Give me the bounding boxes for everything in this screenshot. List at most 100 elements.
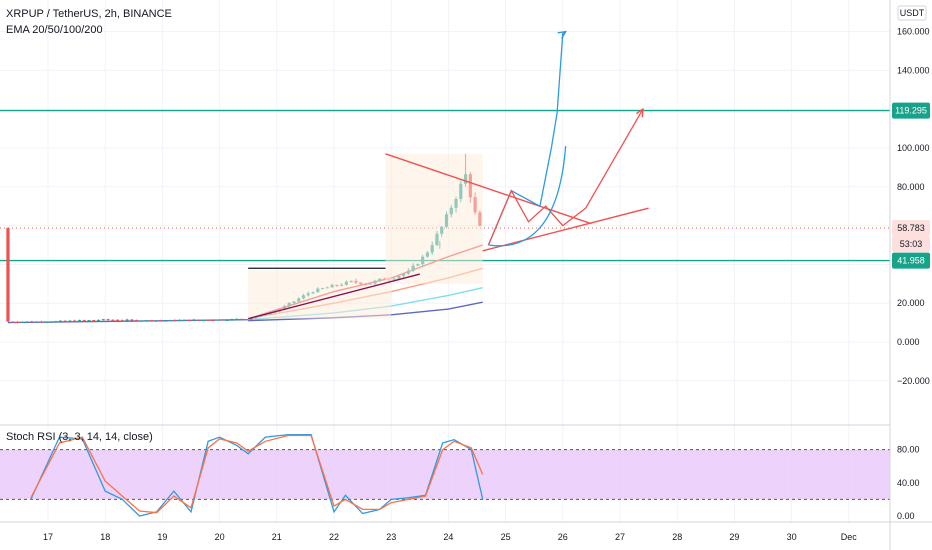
resistance-price-badge-bg (892, 102, 930, 119)
candle-body (144, 320, 148, 322)
x-tick-label: 23 (386, 532, 396, 542)
y-tick-label: 0.000 (897, 337, 920, 347)
candle-body (111, 319, 115, 321)
x-tick-label: 20 (215, 532, 225, 542)
candle-body (87, 320, 91, 322)
countdown-badge: 53:03 (900, 239, 923, 249)
candle-body (182, 319, 186, 321)
candle-body (92, 320, 96, 322)
candle-body (197, 319, 201, 321)
projection-arrowhead (635, 107, 644, 118)
candle-body (230, 318, 234, 321)
candle-body (44, 322, 48, 324)
stoch-rsi-legend[interactable]: Stoch RSI (3, 3, 14, 14, close) (6, 431, 153, 443)
candle-body (220, 319, 225, 321)
candle-body (20, 321, 24, 323)
candle-body (6, 227, 10, 322)
last-price-badge: 58.783 (897, 223, 925, 233)
candle-body (120, 320, 124, 322)
candle-body (106, 319, 110, 321)
candle-body (63, 320, 67, 322)
rsi-y-tick-label: 80.00 (897, 445, 920, 455)
candle-body (235, 318, 239, 320)
rsi-y-tick-label: 40.00 (897, 478, 920, 488)
x-tick-label: 19 (157, 532, 167, 542)
x-tick-label: 30 (787, 532, 797, 542)
candle-body (239, 318, 244, 320)
candle-body (73, 320, 77, 322)
triangle-line[interactable] (385, 153, 592, 225)
x-tick-label: 27 (615, 532, 625, 542)
candle-body (192, 319, 196, 321)
rsi-y-tick-label: 0.00 (897, 511, 915, 521)
candle-body (158, 320, 163, 322)
ema-legend[interactable]: EMA 20/50/100/200 (6, 24, 103, 36)
support-price-badge-bg (892, 252, 930, 269)
candle-body (49, 321, 53, 323)
candle-body (96, 320, 101, 322)
projection-path-blue[interactable] (487, 31, 567, 246)
candle-body (206, 319, 210, 321)
consolidation-zone (248, 270, 392, 319)
stoch-rsi-band (0, 449, 890, 500)
x-tick-label: 17 (43, 532, 53, 542)
y-tick-label: 20.000 (897, 298, 925, 308)
triangle-line[interactable] (482, 207, 649, 252)
candle-body (11, 321, 15, 323)
x-tick-label: 28 (672, 532, 682, 542)
candle-body (30, 321, 34, 323)
support-price-badge: 41.958 (897, 256, 925, 266)
triangle-zone (385, 153, 483, 284)
currency-label: USDT (900, 8, 925, 18)
x-tick-label: 25 (501, 532, 511, 542)
candle-body (101, 319, 105, 321)
candle-body (130, 319, 134, 321)
symbol-title: XRPUP / TetherUS, 2h, BINANCE (6, 8, 172, 20)
candle-body (54, 321, 58, 323)
resistance-price-badge: 119.295 (895, 106, 927, 116)
y-tick-label: 100.000 (897, 143, 930, 153)
last-price-badge-bg (892, 219, 930, 236)
y-tick-label: 80.000 (897, 182, 925, 192)
projection-path-red[interactable] (487, 108, 644, 246)
x-tick-label: 29 (729, 532, 739, 542)
candle-body (216, 319, 220, 321)
candle-body (173, 320, 177, 322)
candle-body (25, 321, 29, 323)
candle-body (125, 319, 129, 321)
x-tick-label: 21 (272, 532, 282, 542)
candle-body (154, 320, 158, 322)
candle-body (149, 320, 153, 322)
candle-body (168, 320, 172, 322)
x-tick-label: 22 (329, 532, 339, 542)
candle-body (244, 319, 248, 321)
candle-body (68, 320, 72, 322)
candle-body (177, 320, 182, 322)
candle-body (34, 321, 39, 323)
candle-body (15, 321, 20, 323)
candle-body (139, 320, 144, 322)
projection-arrowhead (557, 30, 567, 39)
y-tick-label: −20.000 (897, 376, 930, 386)
candle-body (82, 320, 86, 322)
stoch-rsi-d-line (30, 434, 484, 514)
y-tick-label: 160.000 (897, 27, 930, 37)
symbol-legend[interactable]: XRPUP / TetherUS, 2h, BINANCE (6, 8, 172, 20)
x-tick-label: 18 (100, 532, 110, 542)
candle-body (225, 320, 229, 322)
currency-button[interactable] (897, 5, 927, 21)
candle-body (58, 320, 62, 322)
candle-body (187, 319, 191, 321)
countdown-badge-bg (892, 235, 930, 252)
projection-curve[interactable] (488, 146, 567, 247)
candle-body (115, 319, 120, 321)
x-tick-label: 24 (443, 532, 453, 542)
candle-body (249, 318, 253, 320)
candle-body (135, 319, 139, 321)
candle-body (211, 320, 215, 322)
candle-body (163, 320, 167, 322)
x-tick-label: 26 (558, 532, 568, 542)
x-tick-label: Dec (841, 532, 858, 542)
candle-body (201, 319, 205, 321)
